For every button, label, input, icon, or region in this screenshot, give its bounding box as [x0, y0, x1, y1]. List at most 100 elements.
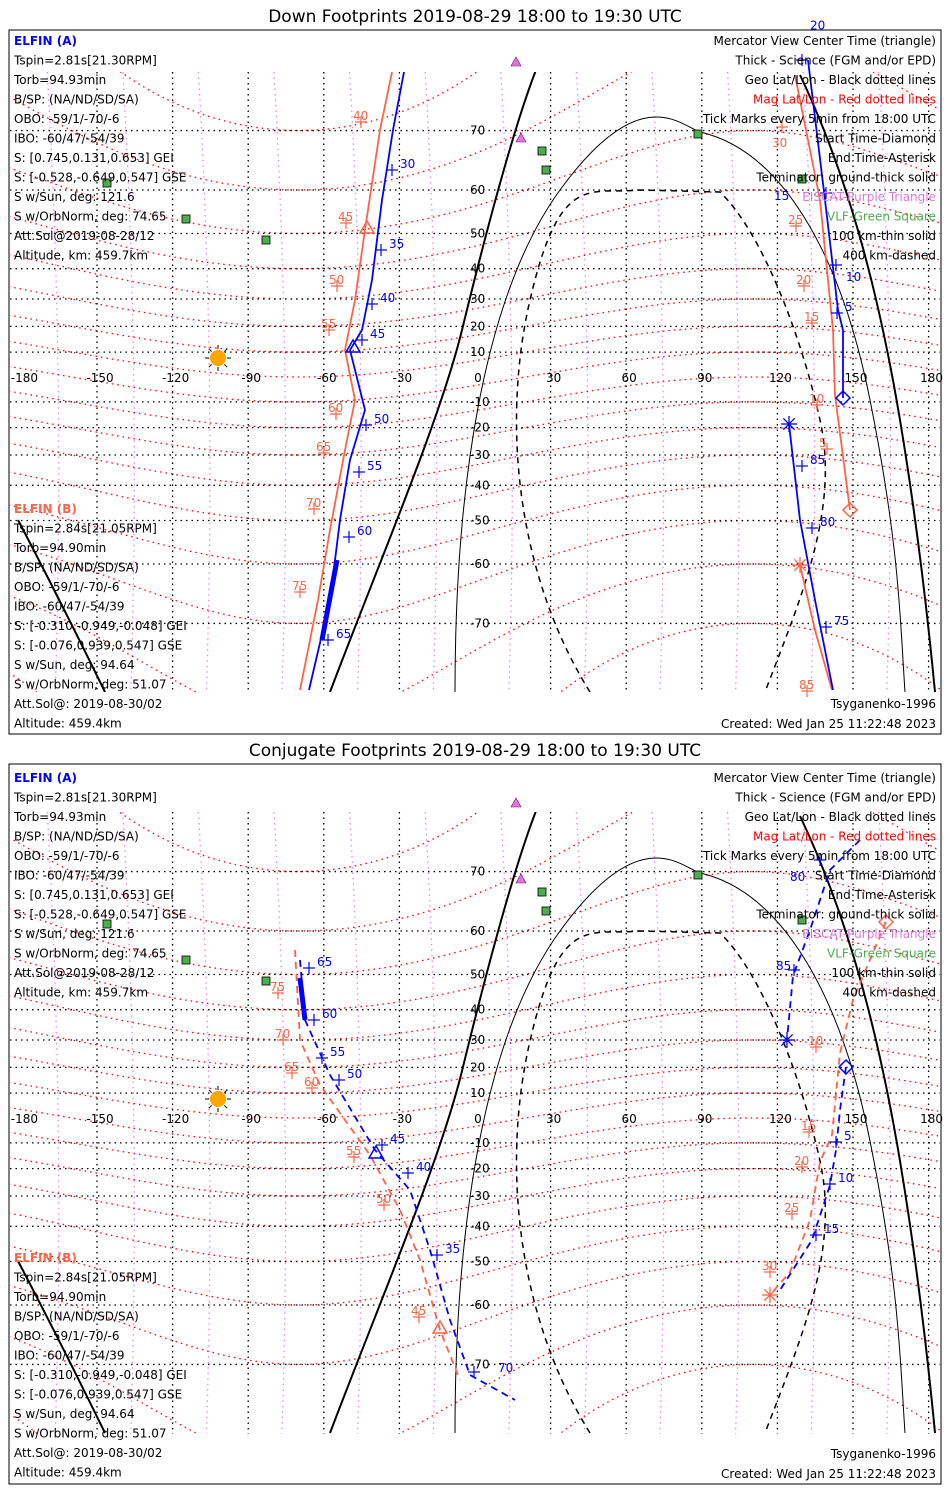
- vlf-station-square: [797, 915, 807, 925]
- sun-icon: [205, 345, 231, 371]
- center-time-triangle-b: [431, 1319, 449, 1334]
- mag-lat-line: [10, 72, 940, 191]
- legend-item: Mag Lat/Lon - Red dotted lines: [753, 93, 936, 107]
- lon-label: -180: [11, 1112, 38, 1126]
- vlf-station-square: [797, 174, 807, 184]
- vlf-station-square: [181, 214, 191, 224]
- map-area: [10, 812, 940, 1434]
- legend-item: Start Time-Diamond: [815, 869, 936, 883]
- elfin-a-info: Torb=94.93min: [13, 810, 106, 824]
- elfin-a-track: [788, 423, 834, 691]
- terminator-ground: [799, 74, 936, 692]
- legend-item: VLF-Green Square: [827, 947, 936, 961]
- tick-label: 25: [788, 213, 803, 227]
- elfin-a-label: ELFIN (A): [14, 34, 77, 48]
- start-diamond-b: [877, 913, 895, 931]
- elfin-b-info: S w/OrbNorm, deg: 51.07: [14, 1427, 166, 1441]
- lat-label: 30: [470, 1033, 485, 1047]
- legend-item: End Time-Asterisk: [828, 888, 936, 902]
- tick-label: 30: [772, 136, 787, 150]
- elfin-b-info: Att.Sol@: 2019-08-30/02: [14, 697, 162, 711]
- vlf-station-square: [102, 178, 112, 188]
- lon-label: -180: [11, 371, 38, 385]
- mag-lon-line: [878, 72, 892, 692]
- tick-label: 55: [321, 317, 336, 331]
- tick-label: 85: [776, 959, 791, 973]
- tick-label: 5: [845, 300, 853, 314]
- lon-label: -150: [86, 1112, 113, 1126]
- panel-title: Conjugate Footprints 2019-08-29 18:00 to…: [249, 741, 701, 761]
- down-footprints-panel: Down Footprints 2019-08-29 18:00 to 19:3…: [8, 7, 943, 735]
- lat-label: -20: [470, 421, 490, 435]
- elfin-a-info: IBO: -60/47/-54/39: [14, 869, 125, 883]
- elfin-b-info: Altitude: 459.4km: [14, 1466, 122, 1480]
- vlf-station-square: [537, 887, 547, 897]
- panel-frame: [8, 29, 942, 735]
- tick-label: 45: [390, 1132, 405, 1146]
- elfin-a-info: Att.Sol@2019-08-28/12: [14, 966, 155, 980]
- terminator-ground: [17, 1260, 106, 1434]
- elfin-b-track: [299, 71, 393, 691]
- tick-label: 65: [336, 627, 351, 641]
- lat-label: 70: [470, 865, 485, 879]
- tick-label: 10: [846, 270, 861, 284]
- legend-item: Start Time-Diamond: [815, 132, 936, 146]
- tick-label: 50: [374, 412, 389, 426]
- tick-label: 55: [330, 1045, 345, 1059]
- model-label: Tsyganenko-1996: [830, 1447, 936, 1461]
- legend-item: Thick - Science (FGM and/or EPD): [734, 54, 936, 68]
- vlf-station-square: [541, 906, 551, 916]
- legend-item: Terminator: ground-thick solid: [755, 908, 936, 922]
- elfin-a-info: Tspin=2.81s[21.30RPM]: [13, 54, 157, 68]
- vlf-station-square: [541, 165, 551, 175]
- terminator-lines: [17, 812, 936, 1434]
- end-asterisk-b: [792, 557, 808, 573]
- vlf-station-square: [261, 976, 271, 986]
- vlf-station-square: [693, 129, 703, 139]
- lon-label: -120: [162, 371, 189, 385]
- elfin-a-info: S w/OrbNorm, deg: 74.65: [14, 947, 166, 961]
- legend-item: EISCAT-Purple Triangle: [802, 927, 936, 941]
- mag-lon-line: [122, 812, 136, 1434]
- elfin-b-info: S w/Sun, deg: 94.64: [14, 658, 135, 672]
- conjugate-footprints-panel: Conjugate Footprints 2019-08-29 18:00 to…: [8, 741, 943, 1485]
- lon-label: 0: [474, 1112, 482, 1126]
- legend-item: Geo Lat/Lon - Black dotted lines: [745, 73, 936, 87]
- lat-label: -60: [470, 1298, 490, 1312]
- tick-label: 70: [275, 1027, 290, 1041]
- lat-label: -50: [470, 1255, 490, 1269]
- elfin-a-info: S: [0.745,0.131,0.653] GEI: [14, 151, 174, 165]
- mag-lat-line: [10, 1304, 940, 1434]
- legend-item: Tick Marks every 5min from 18:00 UTC: [702, 849, 936, 863]
- tick-label: 30: [762, 1259, 777, 1273]
- mag-lon-line: [197, 72, 211, 692]
- elfin-a-info: S: [0.745,0.131,0.653] GEI: [14, 888, 174, 902]
- panel-title: Down Footprints 2019-08-29 18:00 to 19:3…: [268, 7, 682, 27]
- vlf-station-square: [181, 955, 191, 965]
- tick-label: 20: [810, 19, 825, 33]
- lon-label: -60: [317, 371, 337, 385]
- eiscat-triangle: [510, 56, 522, 67]
- lon-label: 0: [474, 371, 482, 385]
- mag-lat-line: [10, 812, 940, 932]
- map-area: [10, 72, 940, 692]
- terminator-ground: [329, 72, 537, 692]
- lat-label: -10: [470, 395, 490, 409]
- lat-label: 10: [470, 1086, 485, 1100]
- legend-item: Tick Marks every 5min from 18:00 UTC: [702, 112, 936, 126]
- elfin-a-track: [786, 839, 861, 1041]
- legend-item: 400 km-dashed: [842, 986, 936, 1000]
- end-asterisk-a: [781, 416, 797, 432]
- legend-item: VLF-Green Square: [827, 210, 936, 224]
- elfin-b-info: Altitude: 459.4km: [14, 717, 122, 731]
- mag-lat-line: [10, 454, 940, 522]
- elfin-a-label: ELFIN (A): [14, 771, 77, 785]
- mag-lat-line: [10, 1260, 940, 1366]
- elfin-a-info: Altitude, km: 459.7km: [14, 249, 148, 263]
- mag-lon-line: [424, 812, 438, 1434]
- center-time-triangle-b: [358, 219, 376, 234]
- elfin-a-track: [299, 959, 516, 1401]
- start-diamond-a: [837, 1058, 855, 1076]
- elfin-a-track: [779, 1066, 847, 1291]
- end-asterisk-b: [762, 1287, 778, 1303]
